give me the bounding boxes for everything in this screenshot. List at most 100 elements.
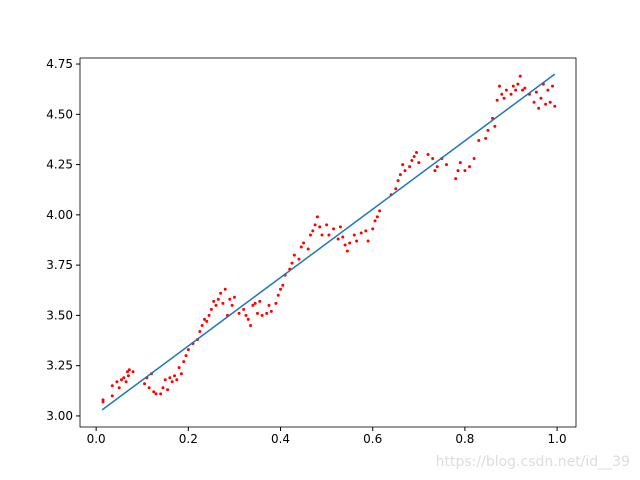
point bbox=[200, 323, 204, 327]
point bbox=[355, 239, 359, 243]
point bbox=[216, 297, 220, 301]
point bbox=[426, 153, 430, 157]
point bbox=[219, 291, 223, 295]
point bbox=[514, 88, 518, 92]
point bbox=[228, 297, 232, 301]
point bbox=[463, 169, 467, 173]
y-tick-label: 4.75 bbox=[46, 57, 73, 71]
point bbox=[232, 295, 236, 299]
point bbox=[338, 225, 342, 229]
point bbox=[336, 237, 340, 241]
point bbox=[539, 96, 543, 100]
point bbox=[290, 261, 294, 265]
point bbox=[170, 380, 174, 384]
point bbox=[127, 368, 131, 372]
point bbox=[184, 354, 188, 358]
point bbox=[281, 283, 285, 287]
point bbox=[332, 227, 336, 231]
point bbox=[246, 317, 250, 321]
point bbox=[175, 378, 179, 382]
point bbox=[373, 219, 377, 223]
point bbox=[209, 307, 213, 311]
point bbox=[119, 378, 123, 382]
point bbox=[251, 303, 255, 307]
point bbox=[168, 376, 172, 380]
point bbox=[115, 380, 119, 384]
point bbox=[308, 233, 312, 237]
point bbox=[110, 394, 114, 398]
point bbox=[265, 311, 269, 315]
point bbox=[186, 348, 190, 352]
point bbox=[364, 229, 368, 233]
point bbox=[276, 293, 280, 297]
point bbox=[352, 233, 356, 237]
point bbox=[537, 106, 541, 110]
x-tick-label: 0.4 bbox=[271, 432, 290, 446]
y-tick-label: 4.25 bbox=[46, 158, 73, 172]
point bbox=[126, 374, 130, 378]
point bbox=[378, 209, 382, 213]
point bbox=[223, 287, 227, 291]
point bbox=[253, 301, 257, 305]
point bbox=[172, 374, 176, 378]
point bbox=[117, 386, 121, 390]
point bbox=[444, 163, 448, 167]
point bbox=[516, 82, 520, 86]
x-tick-label: 0.6 bbox=[363, 432, 382, 446]
x-tick-label: 0.2 bbox=[179, 432, 198, 446]
point bbox=[504, 88, 508, 92]
point bbox=[179, 372, 183, 376]
point bbox=[207, 313, 211, 317]
point bbox=[359, 231, 363, 235]
point bbox=[550, 84, 554, 88]
point bbox=[161, 386, 165, 390]
point bbox=[122, 376, 126, 380]
point bbox=[401, 163, 405, 167]
point bbox=[110, 384, 114, 388]
point bbox=[101, 400, 105, 404]
x-tick-label: 0.8 bbox=[455, 432, 474, 446]
point bbox=[348, 241, 352, 245]
point bbox=[244, 313, 248, 317]
y-tick-label: 4.00 bbox=[46, 208, 73, 222]
point bbox=[205, 319, 209, 323]
point bbox=[230, 303, 234, 307]
point bbox=[306, 247, 310, 251]
point bbox=[163, 378, 167, 382]
point bbox=[553, 104, 557, 108]
point bbox=[315, 215, 319, 219]
point bbox=[154, 392, 158, 396]
y-tick-label: 4.50 bbox=[46, 107, 73, 121]
point bbox=[394, 187, 398, 191]
x-tick-label: 1.0 bbox=[548, 432, 567, 446]
point bbox=[242, 307, 246, 311]
point bbox=[292, 253, 296, 257]
point bbox=[269, 309, 273, 313]
point bbox=[214, 303, 218, 307]
point bbox=[497, 84, 501, 88]
point bbox=[468, 165, 472, 169]
point bbox=[198, 329, 202, 333]
point bbox=[182, 360, 186, 364]
point bbox=[523, 86, 527, 90]
point bbox=[495, 98, 499, 102]
point bbox=[493, 124, 497, 128]
point bbox=[534, 90, 538, 94]
point bbox=[267, 303, 271, 307]
point bbox=[302, 241, 306, 245]
point bbox=[311, 229, 315, 233]
point bbox=[297, 257, 301, 261]
point bbox=[212, 299, 216, 303]
point bbox=[472, 157, 476, 161]
point bbox=[458, 161, 462, 165]
point bbox=[403, 169, 407, 173]
y-tick-label: 3.50 bbox=[46, 308, 73, 322]
point bbox=[410, 159, 414, 163]
point bbox=[124, 380, 128, 384]
point bbox=[454, 177, 458, 181]
point bbox=[500, 92, 504, 96]
point bbox=[398, 173, 402, 177]
point bbox=[433, 169, 437, 173]
